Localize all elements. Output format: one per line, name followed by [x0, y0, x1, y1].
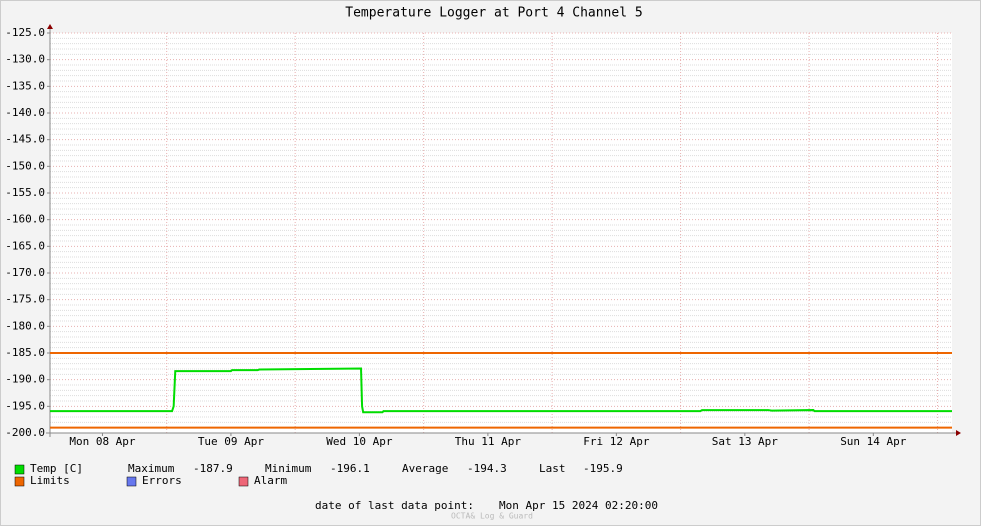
- legend-label: Alarm: [254, 474, 287, 487]
- x-tick-label: Fri 12 Apr: [583, 435, 650, 448]
- stat-label: Average: [402, 462, 448, 475]
- legend-swatch: [238, 476, 249, 487]
- footer-value: Mon Apr 15 2024 02:20:00: [499, 499, 658, 512]
- watermark: OCTA& Log & Guard: [451, 512, 533, 521]
- y-tick-label: -170.0: [5, 266, 45, 279]
- x-tick-label: Sun 14 Apr: [840, 435, 907, 448]
- x-tick-label: Sat 13 Apr: [712, 435, 779, 448]
- x-tick-label: Wed 10 Apr: [326, 435, 393, 448]
- stat-value: -195.9: [583, 462, 623, 475]
- legend-swatch: [126, 476, 137, 487]
- y-tick-label: -135.0: [5, 79, 45, 92]
- y-tick-label: -180.0: [5, 319, 45, 332]
- y-tick-label: -185.0: [5, 346, 45, 359]
- legend-swatch: [14, 476, 25, 487]
- stat-value: -194.3: [467, 462, 507, 475]
- x-tick-label: Mon 08 Apr: [69, 435, 136, 448]
- stat-value: -196.1: [330, 462, 370, 475]
- y-tick-label: -190.0: [5, 373, 45, 386]
- y-tick-label: -140.0: [5, 106, 45, 119]
- stat-label: Maximum: [128, 462, 175, 475]
- y-tick-label: -150.0: [5, 159, 45, 172]
- legend-label: Limits: [30, 474, 70, 487]
- footer-label: date of last data point:: [315, 499, 474, 512]
- chart-title: Temperature Logger at Port 4 Channel 5: [345, 6, 642, 21]
- y-tick-label: -195.0: [5, 399, 45, 412]
- x-tick-label: Thu 11 Apr: [455, 435, 522, 448]
- y-tick-label: -175.0: [5, 293, 45, 306]
- y-tick-label: -145.0: [5, 133, 45, 146]
- stat-label: Last: [539, 462, 566, 475]
- y-tick-label: -125.0: [5, 26, 45, 39]
- plot-area: [50, 33, 952, 433]
- y-tick-label: -160.0: [5, 213, 45, 226]
- y-tick-label: -200.0: [5, 426, 45, 439]
- y-axis-arrow: [47, 24, 53, 29]
- x-tick-label: Tue 09 Apr: [198, 435, 265, 448]
- y-tick-label: -130.0: [5, 53, 45, 66]
- y-tick-label: -165.0: [5, 239, 45, 252]
- stat-label: Minimum: [265, 462, 312, 475]
- series-line: [50, 367, 952, 414]
- legend-label: Errors: [142, 474, 182, 487]
- y-tick-label: -155.0: [5, 186, 45, 199]
- legend-label: Temp [C]: [30, 462, 83, 475]
- legend-swatch: [14, 464, 25, 475]
- x-axis-arrow: [956, 430, 961, 436]
- stat-value: -187.9: [193, 462, 233, 475]
